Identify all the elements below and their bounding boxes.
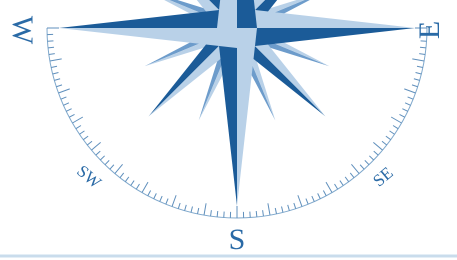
tick bbox=[56, 85, 62, 87]
tick bbox=[408, 97, 414, 99]
tick bbox=[402, 109, 407, 112]
tick bbox=[191, 207, 192, 213]
tick bbox=[91, 142, 100, 150]
label-southwest: SW bbox=[73, 161, 105, 193]
tick bbox=[391, 117, 401, 123]
tick bbox=[49, 54, 55, 55]
tick bbox=[204, 203, 206, 215]
tick bbox=[419, 54, 425, 55]
label-east: E bbox=[413, 21, 446, 39]
tick bbox=[256, 211, 257, 217]
tick bbox=[105, 160, 109, 164]
tick bbox=[268, 203, 270, 215]
tick bbox=[405, 103, 410, 105]
tick bbox=[275, 208, 276, 214]
tick bbox=[340, 181, 343, 186]
tick bbox=[374, 151, 378, 155]
tick bbox=[404, 89, 415, 93]
label-west: W bbox=[6, 16, 39, 45]
tick bbox=[335, 184, 338, 189]
tick bbox=[345, 177, 349, 182]
tick bbox=[211, 210, 212, 216]
tick bbox=[217, 211, 218, 217]
tick bbox=[412, 85, 418, 87]
rose-point bbox=[59, 8, 237, 28]
tick bbox=[414, 79, 420, 81]
tick bbox=[66, 109, 71, 112]
tick bbox=[288, 205, 290, 211]
tick bbox=[142, 182, 148, 192]
tick bbox=[76, 126, 81, 129]
tick bbox=[166, 199, 168, 205]
tick bbox=[306, 199, 308, 205]
tick bbox=[54, 79, 60, 81]
tick bbox=[110, 165, 114, 169]
tick bbox=[318, 193, 321, 198]
tick bbox=[382, 141, 387, 145]
tick bbox=[420, 47, 426, 48]
tick bbox=[417, 66, 423, 67]
tick bbox=[373, 142, 382, 150]
tick bbox=[100, 156, 104, 160]
tick bbox=[50, 59, 62, 61]
rose-point bbox=[59, 28, 237, 48]
tick bbox=[87, 141, 92, 145]
tick bbox=[360, 165, 364, 169]
tick bbox=[154, 193, 157, 198]
tick bbox=[351, 164, 359, 173]
tick bbox=[61, 97, 67, 99]
tick bbox=[312, 196, 314, 201]
tick bbox=[72, 117, 82, 123]
tick bbox=[282, 207, 283, 213]
tick bbox=[416, 73, 422, 74]
tick bbox=[120, 173, 124, 178]
tick bbox=[172, 195, 176, 206]
tick bbox=[390, 131, 395, 134]
tick bbox=[63, 103, 68, 105]
tick bbox=[51, 66, 57, 67]
tick bbox=[125, 177, 129, 182]
tick bbox=[298, 195, 302, 206]
tick bbox=[386, 136, 391, 140]
label-southeast: SE bbox=[369, 163, 396, 190]
rose-star bbox=[59, 0, 415, 206]
tick bbox=[326, 182, 332, 192]
label-south: S bbox=[229, 223, 246, 256]
tick bbox=[96, 151, 100, 155]
tick bbox=[53, 73, 59, 74]
compass-rose: W E S SW SE bbox=[0, 0, 457, 260]
tick bbox=[369, 156, 373, 160]
tick bbox=[365, 160, 369, 164]
tick bbox=[58, 89, 69, 93]
tick bbox=[323, 190, 326, 195]
tick bbox=[160, 196, 162, 201]
tick bbox=[115, 164, 123, 173]
tick bbox=[136, 184, 139, 189]
tick bbox=[83, 136, 88, 140]
tick bbox=[399, 114, 404, 117]
tick bbox=[350, 173, 354, 178]
tick bbox=[69, 114, 74, 117]
tick bbox=[48, 47, 54, 48]
tick bbox=[185, 205, 187, 211]
tick bbox=[148, 190, 151, 195]
tick bbox=[294, 203, 296, 209]
tick bbox=[178, 203, 180, 209]
tick bbox=[131, 181, 134, 186]
tick bbox=[393, 126, 398, 129]
rose-point bbox=[237, 0, 257, 28]
rose-point bbox=[217, 28, 237, 206]
tick bbox=[197, 208, 198, 214]
tick bbox=[412, 59, 424, 61]
tick bbox=[79, 131, 84, 134]
rose-point bbox=[217, 0, 237, 28]
rose-point bbox=[237, 28, 257, 206]
tick bbox=[263, 210, 264, 216]
